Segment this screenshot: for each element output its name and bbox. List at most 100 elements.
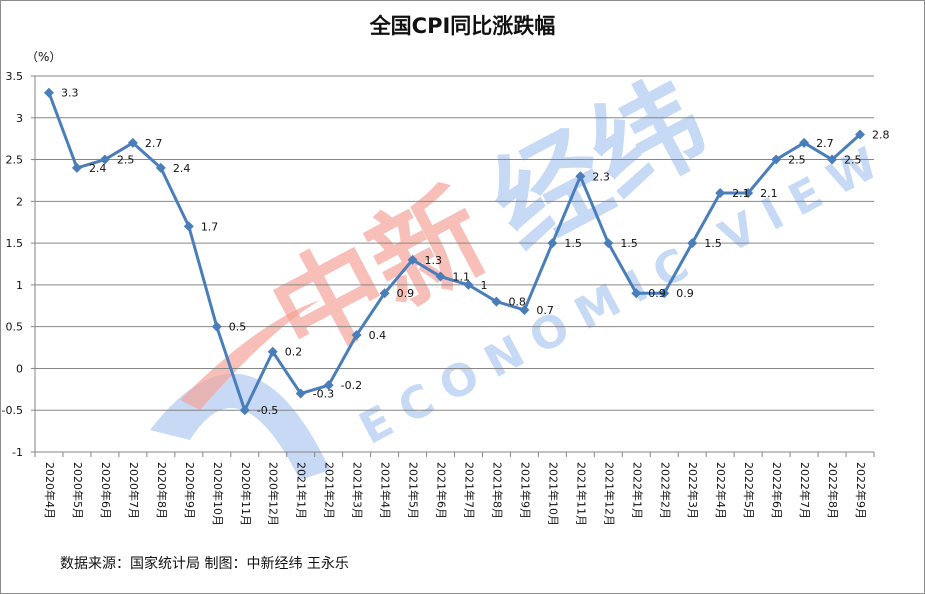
data-label: 0.4 xyxy=(369,329,387,342)
x-tick-label: 2020年11月 xyxy=(239,462,253,526)
x-tick-label: 2020年5月 xyxy=(71,462,85,519)
x-tick-label: 2021年12月 xyxy=(602,462,616,526)
data-point-marker xyxy=(631,288,642,299)
data-label: 0.8 xyxy=(508,296,526,309)
x-tick-label: 2022年9月 xyxy=(854,462,868,519)
svg-text:-0.5: -0.5 xyxy=(2,404,23,417)
svg-text:0.5: 0.5 xyxy=(6,321,24,334)
data-point-marker xyxy=(155,162,166,173)
data-label: 0.9 xyxy=(397,287,415,300)
data-point-marker xyxy=(211,321,222,332)
x-tick-label: 2022年5月 xyxy=(742,462,756,519)
data-label: 2.5 xyxy=(788,154,806,167)
x-tick-label: 2021年1月 xyxy=(295,462,309,519)
x-tick-label: 2021年9月 xyxy=(518,462,532,519)
x-tick-label: 2020年9月 xyxy=(183,462,197,519)
y-axis-ticks: 3.5 3 2.5 2 1.5 1 0.5 0 -0.5 -1 xyxy=(2,70,23,459)
data-point-marker xyxy=(687,238,698,249)
x-tick-label: 2021年8月 xyxy=(490,462,504,519)
svg-text:0: 0 xyxy=(16,362,23,375)
data-label: 0.9 xyxy=(676,287,694,300)
data-label: 0.7 xyxy=(536,304,554,317)
x-tick-label: 2021年4月 xyxy=(379,462,393,519)
data-point-marker xyxy=(379,288,390,299)
data-point-marker xyxy=(239,405,250,416)
data-point-marker xyxy=(603,238,614,249)
data-label: 0.5 xyxy=(229,321,247,334)
x-tick-label: 2022年1月 xyxy=(630,462,644,519)
data-point-marker xyxy=(659,288,670,299)
svg-text:2.5: 2.5 xyxy=(6,154,24,167)
data-point-marker xyxy=(323,380,334,391)
svg-text:3.5: 3.5 xyxy=(6,70,24,83)
data-label: 2.1 xyxy=(760,187,778,200)
data-label: -0.3 xyxy=(313,388,334,401)
y-axis-unit-label: （%） xyxy=(26,50,62,64)
data-label: 2.4 xyxy=(89,162,107,175)
x-tick-label: 2021年6月 xyxy=(435,462,449,519)
data-label: 1.3 xyxy=(425,254,443,267)
data-point-marker xyxy=(771,154,782,165)
data-label: 1.5 xyxy=(564,237,582,250)
data-point-marker xyxy=(267,346,278,357)
data-point-marker xyxy=(99,154,110,165)
data-label: 1.5 xyxy=(620,237,638,250)
x-tick-label: 2020年7月 xyxy=(127,462,141,519)
data-label: 3.3 xyxy=(61,87,79,100)
data-label: -0.5 xyxy=(257,404,278,417)
data-point-marker xyxy=(127,137,138,148)
x-tick-label: 2021年11月 xyxy=(574,462,588,526)
data-point-marker xyxy=(799,137,810,148)
data-point-marker xyxy=(547,238,558,249)
data-label: 2.5 xyxy=(117,154,134,167)
x-tick-label: 2022年3月 xyxy=(686,462,700,519)
x-tick-label: 2022年8月 xyxy=(826,462,840,519)
data-point-marker xyxy=(827,154,838,165)
x-tick-label: 2022年6月 xyxy=(770,462,784,519)
data-label: 2.7 xyxy=(816,137,834,150)
data-labels: 3.3 2.4 2.5 2.7 2.4 1.7 0.5 -0.5 0.2 -0.3 -0.2 0.4 0… xyxy=(61,87,890,418)
data-label: 1.5 xyxy=(704,237,722,250)
series-line xyxy=(43,87,866,416)
svg-text:2: 2 xyxy=(16,195,23,208)
x-tick-label: 2021年2月 xyxy=(323,462,337,519)
data-point-marker xyxy=(71,162,82,173)
svg-text:-1: -1 xyxy=(12,446,23,459)
data-point-marker xyxy=(855,129,866,140)
data-point-marker xyxy=(519,304,530,315)
data-label: 2.1 xyxy=(732,187,750,200)
data-point-marker xyxy=(407,254,418,265)
data-label: 1.7 xyxy=(201,220,219,233)
data-label: -0.2 xyxy=(341,379,362,392)
data-point-marker xyxy=(183,221,194,232)
x-tick-label: 2021年3月 xyxy=(351,462,365,519)
source-note: 数据来源：国家统计局 制图：中新经纬 王永乐 xyxy=(60,556,349,572)
x-tick-label: 2020年8月 xyxy=(155,462,169,519)
x-tick-label: 2021年7月 xyxy=(462,462,476,519)
data-label: 2.4 xyxy=(173,162,191,175)
data-label: 0.9 xyxy=(648,287,666,300)
data-label: 2.3 xyxy=(592,170,610,183)
data-label: 0.2 xyxy=(285,346,303,359)
x-tick-label: 2020年4月 xyxy=(43,462,57,519)
data-point-marker xyxy=(351,330,362,341)
chart-title: 全国CPI同比涨跌幅 xyxy=(369,14,556,38)
data-label: 2.8 xyxy=(872,128,890,141)
data-label: 2.7 xyxy=(145,137,163,150)
data-point-marker xyxy=(715,187,726,198)
x-tick-label: 2020年12月 xyxy=(267,462,281,526)
data-point-marker xyxy=(491,296,502,307)
x-tick-label: 2022年7月 xyxy=(798,462,812,519)
x-tick-label: 2020年10月 xyxy=(211,462,225,526)
x-tick-label: 2021年5月 xyxy=(407,462,421,519)
data-point-marker xyxy=(43,87,54,98)
data-label: 2.5 xyxy=(844,154,862,167)
x-tick-label: 2021年10月 xyxy=(546,462,560,526)
x-axis: 2020年4月 2020年5月 2020年6月 2020年7月 2020年8月 2020年… xyxy=(34,452,875,526)
data-label: 1.1 xyxy=(453,271,471,284)
data-point-marker xyxy=(743,187,754,198)
data-point-marker xyxy=(435,271,446,282)
data-label: 1 xyxy=(480,279,487,292)
